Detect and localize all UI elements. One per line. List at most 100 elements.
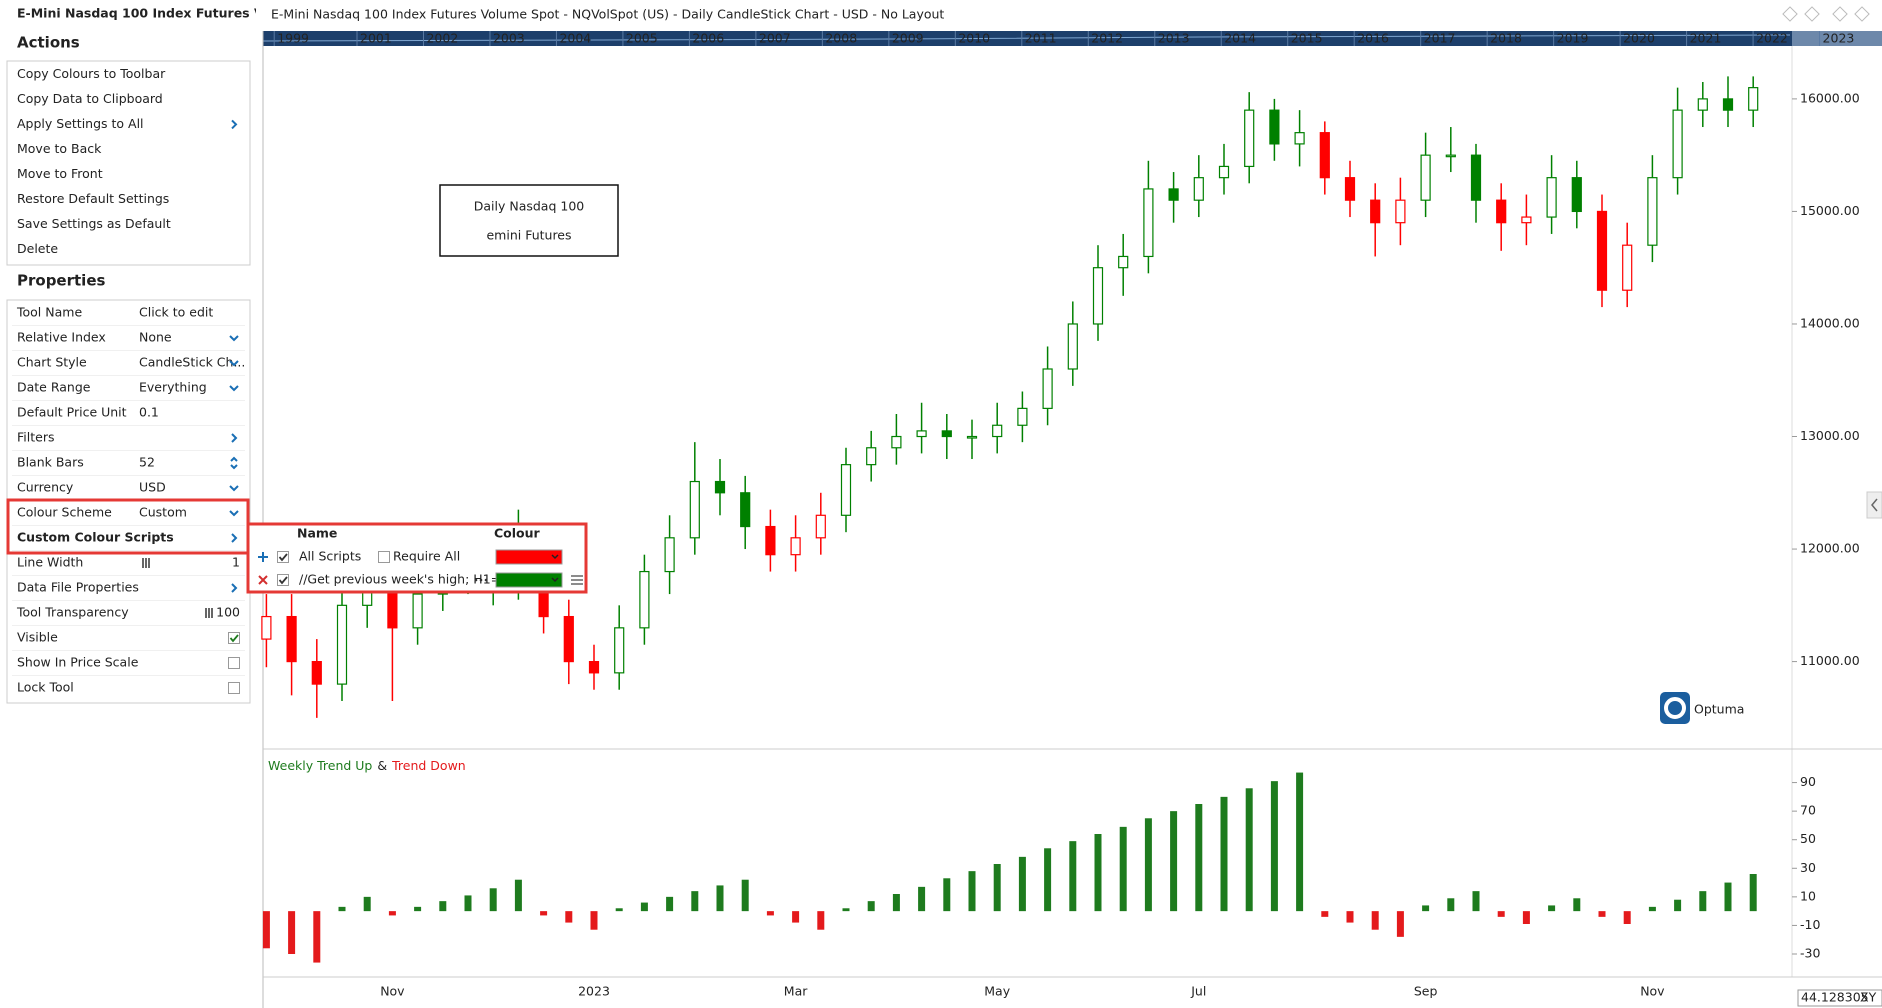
trend-bar xyxy=(288,911,296,954)
action-item[interactable]: Save Settings as Default xyxy=(17,216,171,231)
more-dot[interactable] xyxy=(484,578,488,582)
property-value[interactable]: 100 xyxy=(216,605,240,620)
chevron-icon[interactable] xyxy=(231,119,238,130)
trend-bar xyxy=(1270,781,1278,912)
y-tick-label: 70 xyxy=(1800,803,1816,818)
more-dot[interactable] xyxy=(474,578,478,582)
year-label: 2010 xyxy=(958,31,990,46)
chevron-icon[interactable] xyxy=(231,583,238,593)
candle-body xyxy=(1546,177,1557,218)
candle-body xyxy=(664,537,675,573)
script-name[interactable]: All Scripts xyxy=(299,549,361,564)
column-header: Colour xyxy=(494,526,541,541)
candle-body xyxy=(336,604,348,685)
candle-body xyxy=(1118,255,1129,269)
checkbox[interactable] xyxy=(378,551,390,563)
action-item[interactable]: Move to Back xyxy=(17,141,102,156)
action-item[interactable]: Delete xyxy=(17,241,58,256)
property-value[interactable]: CandleStick Ch... xyxy=(139,355,245,370)
colour-swatch[interactable] xyxy=(495,549,563,565)
y-tick-label: 11000.00 xyxy=(1800,653,1860,668)
trend-bar xyxy=(388,911,396,916)
checkbox[interactable] xyxy=(277,574,289,586)
property-value[interactable]: 0.1 xyxy=(139,405,159,420)
year-label: 2014 xyxy=(1224,31,1256,46)
script-name[interactable]: //Get previous week's high; H1=... xyxy=(299,572,513,587)
window-icon[interactable] xyxy=(1804,6,1820,22)
cursor-box xyxy=(1797,989,1882,1007)
action-item[interactable]: Restore Default Settings xyxy=(17,191,169,206)
chevron-icon[interactable] xyxy=(229,485,239,492)
property-value[interactable]: 52 xyxy=(139,455,155,470)
trend-bar xyxy=(1573,898,1581,912)
collapse-tab[interactable] xyxy=(1866,491,1882,519)
more-dot[interactable] xyxy=(479,578,483,582)
chevron-icon[interactable] xyxy=(229,385,239,392)
trend-bar xyxy=(1170,811,1178,912)
property-value[interactable]: None xyxy=(139,330,172,345)
chevron-icon[interactable] xyxy=(231,433,238,443)
property-name: Line Width xyxy=(17,555,83,570)
property-value[interactable]: Custom xyxy=(139,505,187,520)
checkbox[interactable] xyxy=(228,632,240,644)
property-value[interactable]: Everything xyxy=(139,380,207,395)
candle-body xyxy=(1722,98,1734,111)
candle-body xyxy=(891,435,902,449)
property-name: Tool Transparency xyxy=(16,605,129,620)
check-mark xyxy=(278,553,288,562)
panel-title: E-Mini Nasdaq 100 Index Futures V xyxy=(17,6,264,21)
trend-bar xyxy=(892,894,900,912)
property-name: Blank Bars xyxy=(17,455,84,470)
swatch-chevron xyxy=(551,577,559,583)
window-icon[interactable] xyxy=(1854,6,1870,22)
year-label: 2006 xyxy=(692,31,724,46)
checkbox[interactable] xyxy=(228,657,240,669)
candle-body xyxy=(1294,132,1305,145)
candle-body xyxy=(1344,177,1356,201)
chevron-icon[interactable] xyxy=(229,360,239,367)
trend-bar xyxy=(1422,905,1430,912)
action-item[interactable]: Apply Settings to All xyxy=(17,116,144,131)
column-header: Name xyxy=(297,526,337,541)
year-label: 2005 xyxy=(626,31,658,46)
candle-body xyxy=(815,514,826,539)
chevron-icon[interactable] xyxy=(230,456,238,470)
chevron-icon[interactable] xyxy=(229,335,239,342)
action-item[interactable]: Move to Front xyxy=(17,166,103,181)
property-value[interactable]: 1 xyxy=(232,555,240,570)
actions-box xyxy=(6,60,251,266)
candle-body xyxy=(1370,199,1381,224)
trend-bar xyxy=(1195,804,1203,912)
action-item[interactable]: Copy Colours to Toolbar xyxy=(17,66,166,81)
window-icon[interactable] xyxy=(1782,6,1798,22)
candle-body xyxy=(1193,177,1204,201)
annotation-box[interactable] xyxy=(439,184,619,257)
window-icon[interactable] xyxy=(1832,6,1848,22)
trend-bar xyxy=(590,911,598,930)
add-icon[interactable] xyxy=(258,552,268,562)
year-label: 2017 xyxy=(1424,31,1456,46)
colour-swatch[interactable] xyxy=(495,572,563,588)
trend-bar xyxy=(993,864,1001,912)
property-value[interactable]: Click to edit xyxy=(139,305,213,320)
check-mark xyxy=(278,576,288,585)
year-strip-future xyxy=(1792,31,1882,46)
checkbox[interactable] xyxy=(277,551,289,563)
chevron-icon[interactable] xyxy=(231,533,238,543)
property-value[interactable]: USD xyxy=(139,480,166,495)
trend-bar xyxy=(565,911,573,923)
year-label: 2004 xyxy=(559,31,591,46)
trend-bar xyxy=(338,906,346,912)
action-item[interactable]: Copy Data to Clipboard xyxy=(17,91,163,106)
remove-icon[interactable] xyxy=(258,575,268,585)
trend-bar xyxy=(1346,911,1354,923)
chevron-icon[interactable] xyxy=(229,510,239,517)
script-option[interactable]: Require All xyxy=(393,549,460,564)
checkbox[interactable] xyxy=(228,682,240,694)
property-name: Show In Price Scale xyxy=(17,655,139,670)
indicator-title-part: Trend Down xyxy=(391,758,466,773)
candle-body xyxy=(1647,177,1658,246)
x-tick-label: Jul xyxy=(1190,984,1206,999)
trend-bar xyxy=(666,896,674,912)
